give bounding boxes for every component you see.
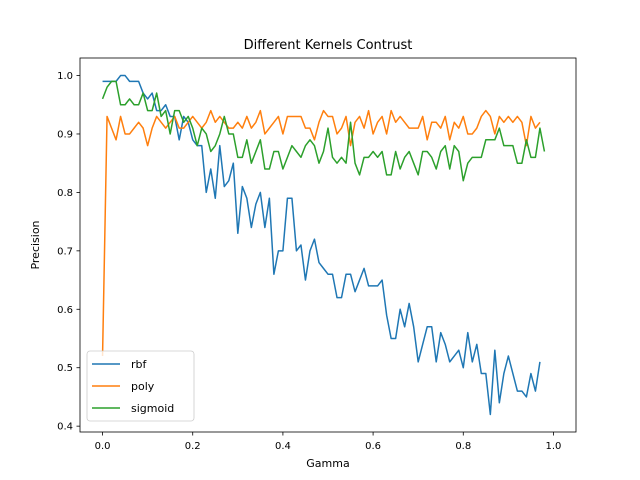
x-tick-label: 1.0 (546, 441, 562, 452)
y-tick-label: 0.8 (57, 188, 73, 199)
x-axis-label: Gamma (306, 457, 349, 470)
y-axis-label: Precision (29, 220, 42, 269)
x-tick-label: 0.4 (275, 441, 291, 452)
x-tick-label: 0.0 (95, 441, 111, 452)
y-tick-label: 0.5 (57, 363, 73, 374)
series-line-sigmoid (101, 80, 546, 182)
series-layer (101, 74, 546, 416)
legend-box (86, 350, 195, 422)
legend-label-sigmoid: sigmoid (131, 402, 174, 415)
plot-area (79, 57, 577, 433)
x-axis-ticks: 0.0 0.2 0.4 0.6 0.8 1.0 (95, 432, 562, 452)
axes-frame (79, 57, 577, 433)
y-tick-label: 0.9 (57, 129, 73, 140)
x-tick-label: 0.6 (365, 441, 381, 452)
x-tick-label: 0.8 (455, 441, 471, 452)
chart-title: Different Kernels Contrust (244, 38, 413, 53)
y-axis-ticks: 0.4 0.5 0.6 0.7 0.8 0.9 1.0 (57, 71, 80, 433)
y-tick-label: 1.0 (57, 71, 73, 82)
legend-label-poly: poly (131, 380, 155, 393)
y-tick-label: 0.7 (57, 246, 73, 257)
legend: rbf poly sigmoid (86, 350, 195, 422)
series-line-poly (101, 109, 541, 357)
y-tick-label: 0.6 (57, 305, 73, 316)
y-tick-label: 0.4 (57, 422, 73, 433)
legend-label-rbf: rbf (131, 358, 148, 371)
x-tick-label: 0.2 (185, 441, 201, 452)
